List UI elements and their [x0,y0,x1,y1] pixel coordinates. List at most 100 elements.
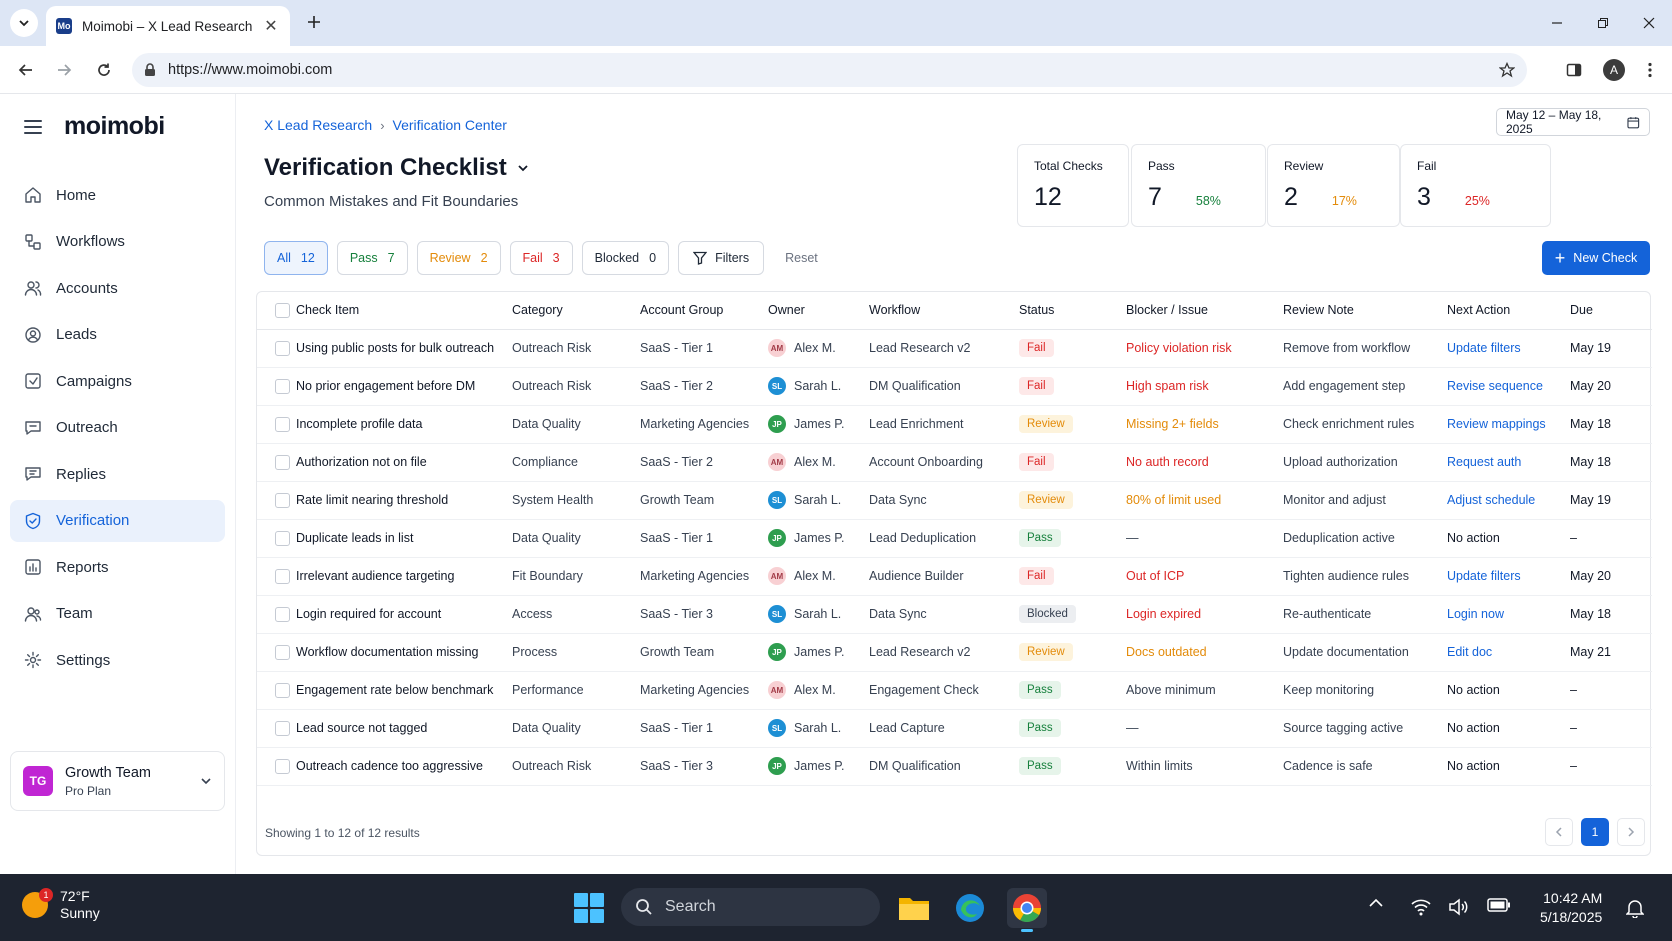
table-row[interactable]: Duplicate leads in list Data Quality SaaS … [257,519,1652,558]
column-header[interactable]: Next Action [1447,292,1570,330]
next-action-link[interactable]: Update filters [1447,557,1570,596]
sidebar-item-campaigns[interactable]: Campaigns [10,360,225,402]
address-bar[interactable]: https://www.moimobi.com [132,53,1527,87]
forward-button[interactable] [52,58,76,82]
table-row[interactable]: Outreach cadence too aggressive Outreach … [257,747,1652,786]
row-checkbox[interactable] [275,454,290,470]
new-check-button[interactable]: + New Check [1542,241,1650,275]
weather-widget[interactable]: 1 72°F Sunny [22,887,100,921]
check-item[interactable]: Lead source not tagged [296,709,512,748]
next-action-link[interactable]: Login now [1447,595,1570,634]
date-range-picker[interactable]: May 12 – May 18, 2025 [1496,108,1650,136]
filter-chip-blocked[interactable]: Blocked 0 [581,241,670,275]
filters-button[interactable]: Filters [678,241,765,275]
column-header[interactable]: Blocker / Issue [1126,292,1283,330]
sidebar-item-workflows[interactable]: Workflows [10,221,225,263]
column-header[interactable]: Workflow [869,292,1019,330]
row-checkbox[interactable] [275,340,290,356]
check-item[interactable]: No prior engagement before DM [296,367,512,406]
row-checkbox[interactable] [275,644,290,660]
star-icon[interactable] [1499,62,1515,78]
restore-button[interactable] [1580,0,1626,46]
row-checkbox[interactable] [275,758,290,774]
notification-bell-icon[interactable] [1626,898,1644,918]
sidebar-item-home[interactable]: Home [10,174,225,216]
select-all-checkbox[interactable] [275,302,290,318]
row-checkbox[interactable] [275,606,290,622]
check-item[interactable]: Authorization not on file [296,443,512,482]
column-header[interactable]: Status [1019,292,1126,330]
sidebar-item-accounts[interactable]: Accounts [10,267,225,309]
breadcrumb-item-verification-center[interactable]: Verification Center [392,117,507,133]
column-header[interactable]: Review Note [1283,292,1447,330]
table-row[interactable]: Irrelevant audience targeting Fit Boundar… [257,557,1652,596]
check-item[interactable]: Using public posts for bulk outreach [296,329,512,368]
profile-avatar[interactable]: A [1603,59,1625,81]
chrome-icon[interactable] [1007,888,1047,932]
new-tab-button[interactable] [302,10,326,34]
sidebar-item-verification[interactable]: Verification [10,499,225,542]
browser-tab-active[interactable]: Mo Moimobi – X Lead Research ✕ [46,6,290,46]
next-page-button[interactable] [1617,818,1645,846]
tab-search-button[interactable] [10,9,38,37]
minimize-button[interactable] [1534,0,1580,46]
row-checkbox[interactable] [275,378,290,394]
filter-chip-review[interactable]: Review 2 [416,241,501,275]
row-checkbox[interactable] [275,682,290,698]
next-action-link[interactable]: Revise sequence [1447,367,1570,406]
column-header[interactable]: Check Item [296,292,512,330]
table-row[interactable]: Using public posts for bulk outreach Outr… [257,329,1652,368]
sidebar-item-outreach[interactable]: Outreach [10,407,225,449]
page-button-current[interactable]: 1 [1581,818,1609,846]
sidebar-item-leads[interactable]: Leads [10,314,225,356]
next-action-link[interactable]: Edit doc [1447,633,1570,672]
column-header[interactable]: Account Group [640,292,768,330]
next-action-link[interactable]: Review mappings [1447,405,1570,444]
volume-icon[interactable] [1448,898,1470,916]
sidebar-item-team[interactable]: Team [10,593,225,635]
browser-menu-button[interactable] [1638,58,1662,82]
wifi-icon[interactable] [1410,898,1432,916]
battery-icon[interactable] [1487,898,1511,912]
check-item[interactable]: Irrelevant audience targeting [296,557,512,596]
check-item[interactable]: Workflow documentation missing [296,633,512,672]
next-action-link[interactable]: Adjust schedule [1447,481,1570,520]
reload-button[interactable] [92,58,116,82]
row-checkbox[interactable] [275,568,290,584]
side-panel-button[interactable] [1562,58,1586,82]
file-explorer-icon[interactable] [894,888,934,928]
check-item[interactable]: Incomplete profile data [296,405,512,444]
table-row[interactable]: Engagement rate below benchmark Performan… [257,671,1652,710]
column-header[interactable]: Category [512,292,640,330]
edge-icon[interactable] [950,888,990,928]
breadcrumb-item-x-lead-research[interactable]: X Lead Research [264,117,373,133]
column-header[interactable]: Due [1570,292,1652,330]
table-row[interactable]: Login required for account Access SaaS - T… [257,595,1652,634]
close-window-button[interactable] [1626,0,1672,46]
page-title-dropdown[interactable]: Verification Checklist [264,154,529,182]
reset-button[interactable]: Reset [785,251,818,265]
filter-chip-pass[interactable]: Pass 7 [336,241,408,275]
check-item[interactable]: Outreach cadence too aggressive [296,747,512,786]
chevron-up-icon[interactable] [1368,898,1384,908]
row-checkbox[interactable] [275,416,290,432]
row-checkbox[interactable] [275,530,290,546]
team-switcher[interactable]: TG Growth Team Pro Plan [10,751,225,811]
table-row[interactable]: Workflow documentation missing Process Gro… [257,633,1652,672]
taskbar-search[interactable]: Search [621,888,880,926]
table-row[interactable]: Lead source not tagged Data Quality SaaS -… [257,709,1652,748]
sidebar-item-reports[interactable]: Reports [10,546,225,588]
brand-logo[interactable]: moimobi [64,112,165,140]
sidebar-item-replies[interactable]: Replies [10,453,225,495]
prev-page-button[interactable] [1545,818,1573,846]
table-row[interactable]: No prior engagement before DM Outreach Ri… [257,367,1652,406]
row-checkbox[interactable] [275,492,290,508]
table-row[interactable]: Authorization not on file Compliance SaaS … [257,443,1652,482]
check-item[interactable]: Login required for account [296,595,512,634]
check-item[interactable]: Engagement rate below benchmark [296,671,512,710]
row-checkbox[interactable] [275,720,290,736]
sidebar-item-settings[interactable]: Settings [10,639,225,681]
filter-chip-all[interactable]: All 12 [264,241,328,275]
column-header[interactable]: Owner [768,292,869,330]
next-action-link[interactable]: Request auth [1447,443,1570,482]
